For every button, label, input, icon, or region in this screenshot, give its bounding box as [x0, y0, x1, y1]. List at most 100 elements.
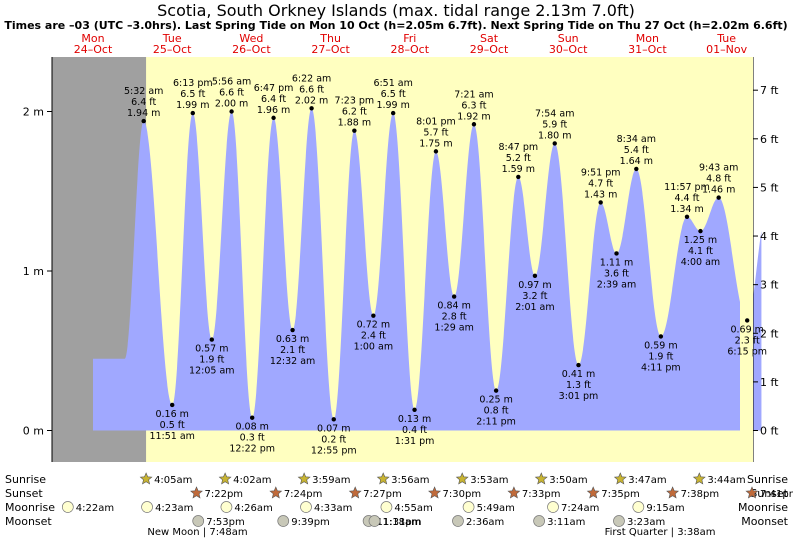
day-date: 01–Nov: [706, 43, 747, 56]
row-label-right-sunset: Sunset: [750, 487, 788, 500]
tide-time: 1:31 pm: [395, 436, 435, 447]
moonrise-icon: [462, 501, 475, 513]
right-tick-label: 1 ft: [760, 376, 779, 389]
tide-height-m: 1.92 m: [457, 111, 490, 122]
tide-point: [433, 149, 439, 154]
tide-time: 6:22 am: [292, 73, 331, 84]
tide-height-m: 1.43 m: [584, 189, 617, 200]
tide-time: 5:32 am: [124, 86, 163, 97]
row-label-moonrise: Moonrise: [5, 501, 55, 514]
tide-height-m: 2.02 m: [295, 95, 328, 106]
sunset-time: 7:35pm: [601, 489, 640, 500]
tide-height-m: 0.13 m: [398, 414, 431, 425]
tide-time: 8:47 pm: [498, 142, 538, 153]
tide-height-m: 0.72 m: [357, 320, 390, 331]
day-date: 26–Oct: [232, 43, 271, 56]
tide-height-m: 0.97 m: [518, 280, 551, 291]
tide-point: [451, 294, 457, 299]
tide-height-ft: 6.5 ft: [381, 89, 406, 100]
tide-time: 2:11 pm: [476, 417, 516, 428]
moonset-icon: [368, 515, 381, 527]
right-tick-label: 6 ft: [760, 133, 779, 146]
sunset-icon: [269, 486, 283, 499]
tide-point: [352, 128, 357, 133]
tide-time: 6:51 am: [373, 78, 412, 89]
tide-time: 6:47 pm: [254, 83, 294, 94]
tide-point: [634, 166, 639, 172]
moonrise-icon: [380, 501, 393, 513]
tide-height-m: 0.16 m: [155, 409, 188, 420]
tide-height-ft: 6.4 ft: [261, 94, 286, 105]
sunrise-time: 3:56am: [391, 475, 429, 486]
tide-height-m: 1.59 m: [502, 164, 535, 175]
moonrise-icon: [141, 501, 153, 513]
sunrise-icon: [139, 472, 153, 485]
tide-height-m: 1.25 m: [684, 235, 717, 246]
tide-height-ft: 3.6 ft: [604, 268, 629, 279]
right-tick-label: 3 ft: [760, 279, 779, 292]
tide-point: [493, 388, 499, 393]
right-tick-label: 4 ft: [760, 230, 779, 243]
tide-point: [229, 109, 234, 114]
tide-height-ft: 4.8 ft: [706, 174, 731, 185]
tide-point: [552, 141, 557, 146]
moonrise-icon: [300, 501, 312, 513]
tide-height-ft: 0.4 ft: [402, 425, 427, 436]
day-date: 24–Oct: [74, 43, 113, 56]
tide-point: [471, 122, 477, 127]
day-date: 31–Oct: [628, 43, 667, 56]
tide-height-ft: 6.2 ft: [342, 107, 367, 118]
moonset-time: 3:11am: [547, 517, 585, 528]
tide-height-m: 1.88 m: [338, 118, 371, 129]
tide-height-m: 1.96 m: [257, 105, 290, 116]
tide-time: 1:00 am: [354, 342, 393, 353]
tide-height-ft: 0.2 ft: [321, 434, 346, 445]
day-name: Sun: [558, 32, 579, 45]
tide-time: 12:32 am: [270, 356, 315, 367]
sunset-icon: [190, 486, 203, 499]
tide-time: 1:29 am: [434, 323, 473, 334]
tide-height-m: 0.59 m: [644, 340, 677, 351]
sunset-icon: [745, 486, 759, 499]
tide-time: 7:54 am: [535, 108, 574, 119]
sunset-time: 7:41pm: [760, 489, 793, 500]
moonrise-time: 4:22am: [76, 503, 114, 514]
tide-point: [412, 407, 417, 412]
day-date: 29–Oct: [470, 43, 509, 56]
tide-time: 2:39 am: [597, 279, 636, 290]
tide-height-m: 0.08 m: [235, 422, 268, 433]
moonset-icon: [277, 515, 290, 527]
moonset-icon: [192, 515, 205, 527]
sunset-time: 7:22pm: [205, 489, 244, 500]
tide-point: [331, 417, 336, 422]
moonrise-time: 4:33am: [314, 503, 352, 514]
day-name: Mon: [636, 32, 659, 45]
tide-time: 7:23 pm: [335, 96, 375, 107]
tide-height-ft: 6.6 ft: [219, 88, 244, 99]
tide-point: [698, 228, 703, 234]
tide-time: 6:15 pm: [727, 346, 767, 357]
sunrise-time: 3:53am: [470, 475, 508, 486]
axes: 0 m 1 m 2 m 0 ft 1 ft 2 ft 3 ft 4 ft 5 ft 6 ft 7 f…: [23, 57, 779, 462]
tide-time: 12:05 am: [189, 366, 234, 377]
tide-time: 11:57 pm: [664, 182, 710, 193]
moonrise-icon: [547, 501, 559, 513]
tide-height-ft: 0.8 ft: [484, 406, 509, 417]
day-name: Fri: [403, 32, 416, 45]
moonset-time: 11:31pm: [377, 517, 422, 528]
tide-height-m: 0.07 m: [317, 423, 350, 434]
tide-height-ft: 5.4 ft: [624, 145, 649, 156]
tide-point: [371, 313, 376, 318]
sunset-icon: [348, 486, 362, 499]
right-tick-label: 2 ft: [760, 327, 779, 340]
tide-height-m: 1.75 m: [419, 138, 452, 149]
tide-point: [170, 402, 175, 408]
tide-height-ft: 2.8 ft: [442, 312, 467, 323]
tide-height-m: 2.00 m: [215, 99, 248, 110]
sunset-time: 7:27pm: [363, 489, 402, 500]
tide-height-ft: 4.1 ft: [688, 246, 713, 257]
moonrise-time: 5:49am: [477, 503, 515, 514]
tide-time: 9:43 am: [699, 163, 738, 174]
day-name: Tue: [716, 32, 736, 45]
sunrise-icon: [455, 472, 469, 485]
